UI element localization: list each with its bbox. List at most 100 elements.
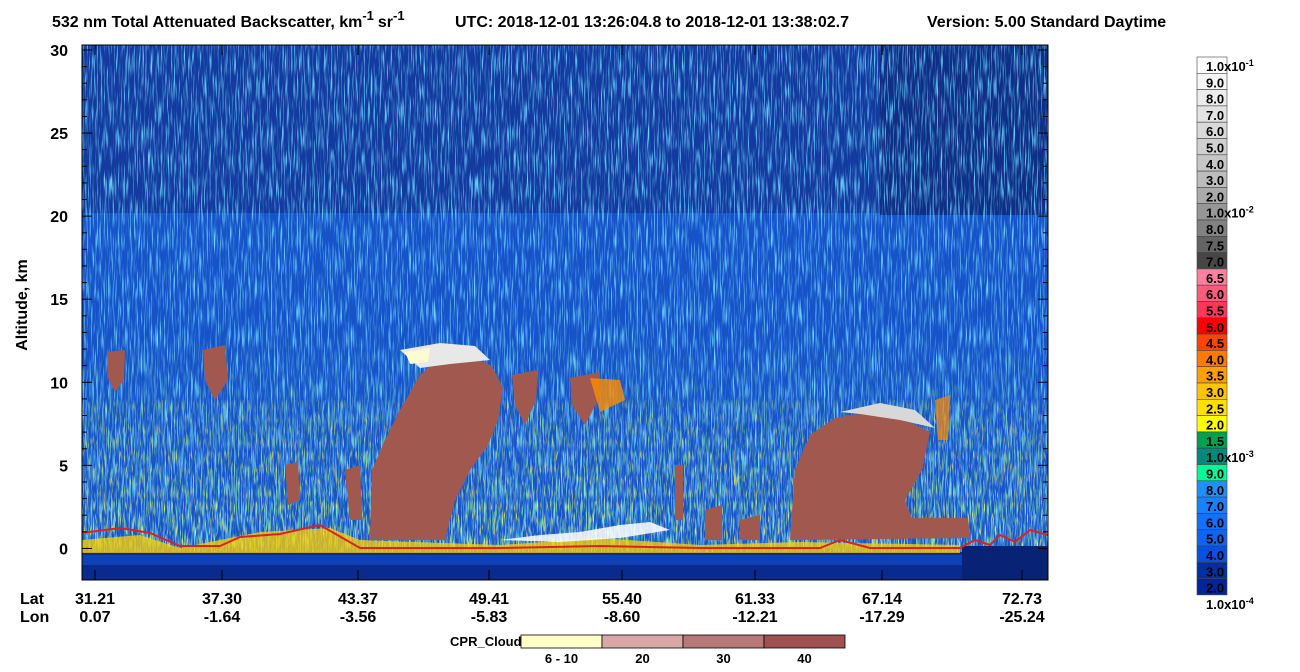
version: Version: 5.00 Standard Daytime: [927, 14, 1166, 31]
colorbar-label: 3.5: [1206, 369, 1224, 384]
y-axis-label: Altitude, km: [14, 259, 31, 351]
x-tick-label: -12.21: [732, 609, 777, 626]
title-main: 532 nm Total Attenuated Backscatter, km: [52, 14, 362, 31]
colorbar-label: 6.0: [1206, 124, 1224, 139]
title-exponent: -1: [362, 8, 374, 23]
surface-band: [82, 528, 960, 553]
colorbar-label: 4.0: [1206, 548, 1224, 563]
colorbar-label: 7.0: [1206, 499, 1224, 514]
backscatter-image: [82, 45, 1048, 580]
colorbar-label-base: 1.0x10: [1206, 206, 1246, 221]
colorbar-label: 1.0x10-2: [1206, 205, 1254, 221]
cloud-mask-label: 6 - 10: [545, 651, 578, 666]
cloud: [285, 462, 300, 505]
colorbar-label: 9.0: [1206, 467, 1224, 482]
cloud-mask-label: 20: [635, 651, 649, 666]
title-unit: sr: [378, 14, 393, 31]
colorbar-label-base: 1.0x10: [1206, 59, 1246, 74]
chart-title: 532 nm Total Attenuated Backscatter, km-…: [52, 8, 405, 31]
y-tick-label: 0: [59, 541, 68, 558]
colorbar-label: 1.0x10-1: [1206, 58, 1254, 74]
colorbar-label: 2.0: [1206, 581, 1224, 596]
colorbar-label: 1.0x10-3: [1206, 449, 1254, 465]
colorbar-label-exp: -2: [1246, 205, 1254, 215]
colorbar-label: 2.5: [1206, 401, 1224, 416]
x-row-name: Lon: [20, 609, 49, 626]
colorbar-swatch: [1196, 578, 1228, 596]
cloud-edge: [590, 378, 625, 412]
colorbar-label: 7.5: [1206, 238, 1224, 253]
cloud-mask-swatch: [763, 634, 846, 649]
x-tick-label: 67.14: [862, 591, 902, 608]
x-tick-label: 0.07: [79, 609, 110, 626]
colorbar-label: 8.0: [1206, 92, 1224, 107]
cloud-mask-swatch: [520, 634, 603, 649]
colorbar-label: 7.0: [1206, 255, 1224, 270]
cloud: [740, 515, 760, 540]
colorbar-label: 9.0: [1206, 75, 1224, 90]
colorbar-label-base: 1.0x10: [1206, 597, 1246, 612]
colorbar-label: 8.0: [1206, 483, 1224, 498]
colorbar-label: 8.0: [1206, 222, 1224, 237]
y-tick-label: 15: [50, 292, 68, 309]
x-row-name: Lat: [20, 591, 45, 608]
x-tick-label: 49.41: [469, 591, 509, 608]
cloud-mask-label: 30: [716, 651, 730, 666]
x-tick-label: 55.40: [602, 591, 642, 608]
colorbar-label-exp: -4: [1246, 596, 1254, 606]
y-tick-label: 10: [50, 375, 68, 392]
colorbar-label: 2.0: [1206, 418, 1224, 433]
colorbar-label: 3.0: [1206, 564, 1224, 579]
y-tick-label: 5: [59, 458, 68, 475]
x-tick-label: -1.64: [204, 609, 241, 626]
cloud-top: [840, 403, 935, 428]
cloud: [790, 412, 970, 540]
cloud-mask-swatch: [682, 634, 765, 649]
colorbar-label: 3.0: [1206, 385, 1224, 400]
colorbar-label-base: 1.0x10: [1206, 450, 1246, 465]
clouds: [107, 345, 970, 540]
colorbar-label: 6.0: [1206, 515, 1224, 530]
x-tick-label: -8.60: [604, 609, 641, 626]
title-exponent: -1: [393, 8, 405, 23]
colorbar-label: 3.0: [1206, 173, 1224, 188]
colorbar-label: 5.0: [1206, 320, 1224, 335]
surface-line: [82, 523, 1048, 549]
colorbar-label: 1.0x10-4: [1206, 596, 1254, 612]
x-tick-label: -3.56: [340, 609, 377, 626]
cloud: [370, 356, 503, 540]
time-range: UTC: 2018-12-01 13:26:04.8 to 2018-12-01…: [455, 14, 849, 31]
colorbar-label: 5.0: [1206, 532, 1224, 547]
colorbar-label: 2.0: [1206, 189, 1224, 204]
cloud: [107, 350, 125, 392]
colorbar-label: 5.5: [1206, 304, 1224, 319]
y-tick-label: 20: [50, 209, 68, 226]
subsurface: [82, 555, 1048, 565]
colorbar-label: 6.5: [1206, 271, 1224, 286]
x-tick-label: 43.37: [338, 591, 378, 608]
cloud: [203, 345, 228, 400]
bright-layer: [500, 522, 670, 542]
colorbar-label: 6.0: [1206, 287, 1224, 302]
colorbar-label: 4.0: [1206, 157, 1224, 172]
colorbar-label: 4.0: [1206, 352, 1224, 367]
cloud: [512, 370, 538, 425]
cloud: [345, 465, 362, 520]
cloud-mask-label: 40: [797, 651, 811, 666]
cloud-edge: [935, 395, 950, 440]
subsurface: [962, 546, 1048, 580]
x-tick-label: -17.29: [859, 609, 904, 626]
colorbar-label: 4.5: [1206, 336, 1224, 351]
cloud-mask-swatch: [601, 634, 684, 649]
cloud: [705, 505, 722, 540]
x-tick-label: 31.21: [75, 591, 115, 608]
colorbar-label: 7.0: [1206, 108, 1224, 123]
x-tick-label: -5.83: [471, 609, 508, 626]
cloud-top: [405, 348, 430, 364]
y-tick-label: 25: [50, 126, 68, 143]
cloud: [675, 465, 683, 520]
colorbar-label-exp: -3: [1246, 449, 1254, 459]
